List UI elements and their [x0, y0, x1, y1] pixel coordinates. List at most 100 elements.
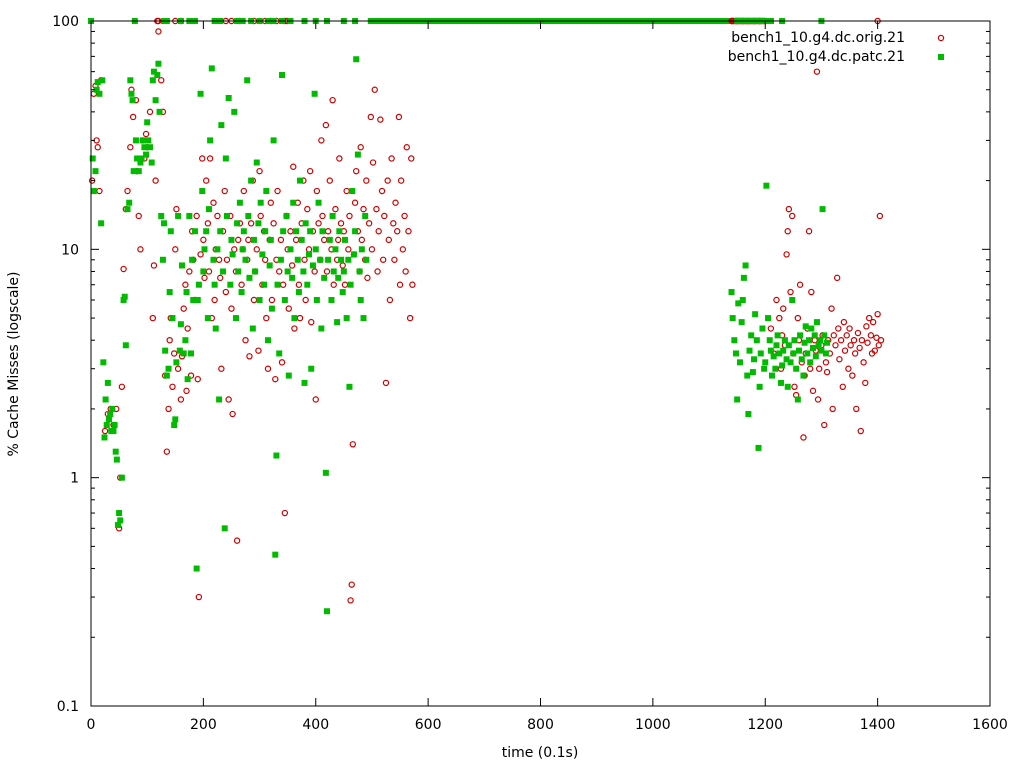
point-orig — [823, 368, 831, 376]
point-orig — [811, 336, 818, 344]
point-orig — [839, 383, 846, 391]
point-orig — [378, 187, 386, 195]
point-orig — [869, 318, 877, 326]
point-patc — [256, 296, 263, 303]
point-patc — [169, 315, 176, 322]
point-patc — [284, 268, 291, 275]
point-orig — [308, 318, 315, 326]
point-patc — [173, 359, 180, 366]
point-patc — [791, 337, 798, 344]
point-orig — [397, 177, 405, 184]
point-patc — [184, 376, 191, 383]
point-patc — [165, 365, 172, 372]
point-patc — [205, 206, 212, 213]
point-patc — [756, 383, 763, 390]
point-patc — [268, 305, 275, 312]
point-orig — [773, 296, 780, 304]
point-patc — [801, 339, 808, 346]
point-orig — [240, 187, 248, 195]
point-patc — [777, 379, 784, 386]
point-patc — [193, 565, 200, 572]
point-patc — [336, 228, 343, 235]
point-orig — [813, 68, 821, 75]
point-patc — [234, 220, 241, 227]
point-orig — [221, 187, 228, 195]
point-orig — [150, 262, 158, 269]
point-orig — [800, 434, 807, 441]
point-patc — [794, 396, 801, 403]
point-patc — [120, 296, 127, 303]
point-orig — [277, 236, 285, 244]
point-orig — [830, 332, 837, 339]
point-orig — [851, 350, 859, 357]
point-patc — [815, 342, 822, 349]
point-patc — [347, 281, 354, 288]
point-patc — [800, 372, 807, 379]
point-patc — [757, 350, 764, 357]
point-patc — [99, 77, 106, 84]
legend-label-orig: bench1_10.g4.dc.orig.21 — [731, 30, 905, 46]
point-patc — [240, 228, 247, 235]
point-orig — [302, 296, 309, 304]
point-patc — [239, 246, 246, 253]
point-patc — [773, 342, 780, 349]
point-patc — [111, 422, 118, 429]
point-patc — [200, 268, 207, 275]
point-patc — [346, 383, 353, 390]
point-orig — [862, 379, 869, 387]
point-orig — [363, 177, 370, 184]
point-patc — [759, 325, 766, 332]
point-patc — [197, 90, 204, 97]
point-orig — [847, 342, 854, 349]
point-patc — [274, 281, 281, 288]
point-orig — [767, 325, 775, 332]
point-orig — [242, 336, 249, 344]
point-patc — [322, 469, 329, 476]
point-patc — [134, 155, 141, 162]
point-patc — [105, 416, 112, 423]
point-patc — [204, 315, 211, 322]
point-patc — [189, 256, 196, 263]
point-patc — [766, 337, 773, 344]
point-patc — [360, 315, 367, 322]
point-orig — [312, 396, 319, 403]
point-orig — [228, 305, 235, 312]
point-patc — [259, 251, 266, 258]
point-orig — [186, 268, 193, 275]
point-patc — [281, 296, 288, 303]
point-patc — [96, 90, 103, 97]
point-orig — [255, 347, 262, 354]
point-orig — [874, 310, 881, 318]
point-orig — [304, 205, 311, 213]
point-orig — [229, 410, 236, 418]
point-orig — [796, 281, 804, 288]
point-patc — [772, 365, 779, 372]
point-orig — [311, 268, 318, 275]
point-patc — [270, 137, 277, 144]
y-tick-label: 10 — [61, 242, 79, 258]
point-orig — [840, 318, 848, 326]
data-marks — [88, 17, 885, 615]
point-patc — [129, 97, 136, 104]
point-orig — [118, 383, 126, 391]
point-patc — [158, 212, 165, 219]
point-orig — [856, 344, 863, 352]
point-orig — [247, 220, 255, 227]
point-patc — [293, 228, 300, 235]
point-orig — [374, 268, 381, 275]
point-orig — [306, 167, 314, 175]
point-patc — [227, 281, 234, 288]
point-orig — [285, 305, 292, 312]
point-orig — [805, 228, 813, 235]
point-orig — [165, 405, 172, 413]
point-patc — [813, 319, 820, 326]
point-orig — [846, 325, 853, 332]
point-orig — [295, 281, 303, 288]
point-patc — [261, 281, 268, 288]
point-orig — [341, 281, 349, 288]
point-patc — [249, 325, 256, 332]
point-patc — [294, 256, 301, 263]
point-orig — [281, 509, 289, 517]
point-patc — [250, 236, 257, 243]
point-patc — [746, 347, 753, 354]
